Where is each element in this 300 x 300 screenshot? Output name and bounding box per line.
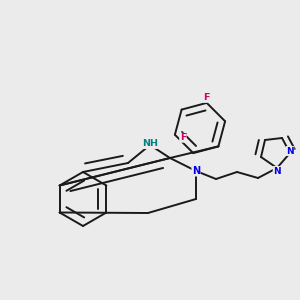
Text: F: F: [203, 93, 210, 102]
Text: NH: NH: [142, 140, 158, 148]
Text: N: N: [192, 166, 200, 176]
Text: N: N: [273, 167, 281, 176]
Text: N: N: [286, 146, 294, 155]
Text: F: F: [180, 133, 186, 142]
